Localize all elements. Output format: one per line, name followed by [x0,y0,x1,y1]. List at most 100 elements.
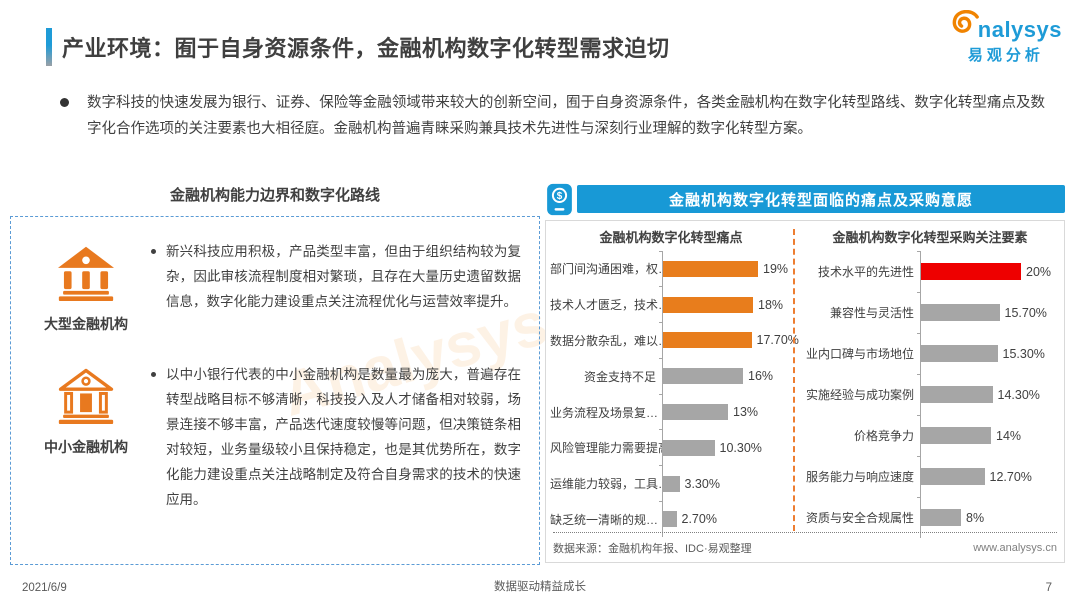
bar-category-label: 服务能力与响应速度 [805,470,914,484]
footer-slogan: 数据驱动精益成长 [494,581,586,593]
bar [663,332,752,349]
bar-row: 部门间沟通困难，权… 19% [550,250,792,287]
intro-text: 数字科技的快速发展为银行、证券、保险等金融领域带来较大的创新空间，囿于自身资源条… [87,95,1045,137]
footer-date: 2021/6/9 [22,582,67,594]
bar-value-label: 15.70% [1004,305,1047,320]
bar-row: 风险管理能力需要提高 10.30% [550,429,792,466]
bar-value-label: 3.30% [684,476,720,491]
capability-panel: 大型金融机构 新兴科技应用积极，产品类型丰富，但由于组织结构较为复杂，因此审核流… [10,216,540,565]
bar-category-label: 资质与安全合规属性 [805,511,914,525]
page-header: 产业环境：囿于自身资源条件，金融机构数字化转型需求迫切 [46,28,670,66]
bar [663,260,758,277]
bar-value-label: 14% [996,428,1022,443]
right-section-title-bar: 金融机构数字化转型面临的痛点及采购意愿 [577,185,1065,213]
bar-category-label: 实施经验与成功案例 [805,388,914,402]
bar-category-label: 风险管理能力需要提高 [550,441,662,456]
page-title: 产业环境：囿于自身资源条件，金融机构数字化转型需求迫切 [62,36,670,61]
bar-value-label: 20% [1026,264,1052,279]
right-section-title: 金融机构数字化转型面临的痛点及采购意愿 [668,191,973,209]
bar [921,263,1021,280]
chart-divider [793,229,795,531]
bar-plot-area: 20% [917,250,1062,292]
bar [663,404,728,421]
bar-value-label: 15.30% [1002,346,1045,361]
bar-value-label: 16% [748,369,774,384]
bullet-dot-icon [60,98,69,107]
bar-plot-area: 18% [659,286,792,323]
bar-value-label: 17.70% [756,333,799,348]
bar-plot-area: 13% [659,393,792,430]
purchase-factors-chart-title: 金融机构数字化转型采购关注要素 [832,230,1028,245]
bar [921,345,998,362]
bar [921,468,985,485]
logo-swirl-icon [950,9,980,41]
analysys-logo: nalysys 易观分析 [950,9,1062,65]
pain-points-chart: 金融机构数字化转型痛点 部门间沟通困难，权… 19% 技术人才匮乏，技术… 18% 数据… [550,227,799,538]
bar-row: 数据分散杂乱，难以… 17.70% [550,322,799,359]
bar [921,386,993,403]
bar-row: 业务流程及场景复… 13% [550,393,792,430]
bar-row: 业内口碑与市场地位 15.30% [798,332,1062,374]
bar-row: 运维能力较弱，工具… 3.30% [550,465,792,502]
bar-category-label: 运维能力较弱，工具… [550,477,662,492]
bar [921,509,961,526]
bar-value-label: 12.70% [989,469,1032,484]
pain-points-chart-title: 金融机构数字化转型痛点 [599,230,743,245]
bar-row: 实施经验与成功案例 14.30% [798,373,1062,415]
large-institution-label: 大型金融机构 [44,316,128,332]
pain-points-chart-rows: 部门间沟通困难，权… 19% 技术人才匮乏，技术… 18% 数据分散杂乱，难以… 17.7… [550,250,799,538]
bar-value-label: 19% [763,261,789,276]
right-section-header: $ 金融机构数字化转型面临的痛点及采购意愿 [546,183,1065,216]
small-institution-row: 中小金融机构 以中小银行代表的中小金融机构是数量最为庞大，普遍存在转型战略目标不… [11,340,539,512]
bar-plot-area: 8% [917,496,1062,538]
data-source-note: 数据来源：金融机构年报、IDC·易观整理 [553,543,752,555]
title-accent-bar [46,28,52,66]
bar-category-label: 价格竞争力 [853,429,914,443]
bar-plot-area: 17.70% [659,322,799,359]
purchase-factors-chart: 金融机构数字化转型采购关注要素 技术水平的先进性 20% 兼容性与灵活性 15.70%… [798,227,1062,538]
bar [921,304,1000,321]
charts-panel: 金融机构数字化转型痛点 部门间沟通困难，权… 19% 技术人才匮乏，技术… 18% 数据… [545,220,1065,563]
bar [663,439,715,456]
bar-row: 技术水平的先进性 20% [798,250,1062,292]
bar-row: 服务能力与响应速度 12.70% [798,455,1062,497]
bar-row: 技术人才匮乏，技术… 18% [550,286,792,323]
bank-solid-icon [55,246,117,305]
left-section-title: 金融机构能力边界和数字化路线 [169,187,380,204]
bar-category-label: 技术人才匮乏，技术… [550,298,662,313]
bar-row: 资金支持不足 16% [550,357,792,395]
small-institution-text: 以中小银行代表的中小金融机构是数量最为庞大，普遍存在转型战略目标不够清晰，科技投… [166,367,521,507]
bar-category-label: 数据分散杂乱，难以… [550,333,662,348]
bar-plot-area: 12.70% [917,455,1062,497]
mobile-payment-icon: $ [546,183,573,216]
bar-value-label: 8% [966,510,985,525]
bar [663,511,677,528]
bar-row: 资质与安全合规属性 8% [798,496,1062,538]
list-bullet-icon [151,249,156,254]
chart-panel-footer: 数据来源：金融机构年报、IDC·易观整理 www.analysys.cn [553,532,1057,556]
bar-plot-area: 10.30% [659,429,792,466]
intro-paragraph: 数字科技的快速发展为银行、证券、保险等金融领域带来较大的创新空间，囿于自身资源条… [60,90,1045,142]
list-bullet-icon [151,372,156,377]
bar-row: 缺乏统一清晰的规… 2.70% [550,501,792,538]
large-institution-row: 大型金融机构 新兴科技应用积极，产品类型丰富，但由于组织结构较为复杂，因此审核流… [11,217,539,334]
large-institution-text: 新兴科技应用积极，产品类型丰富，但由于组织结构较为复杂，因此审核流程制度相对繁琐… [166,244,521,309]
bar [663,475,680,492]
bar-plot-area: 3.30% [659,465,792,502]
website-url: www.analysys.cn [973,542,1057,554]
bar-category-label: 部门间沟通困难，权… [550,262,662,277]
bar-plot-area: 2.70% [659,501,792,538]
bar [663,296,753,313]
bar-value-label: 14.30% [997,387,1040,402]
bar-value-label: 13% [733,405,759,420]
bar-plot-area: 16% [659,357,792,395]
bar-value-label: 10.30% [719,440,762,455]
logo-brand-cn: 易观分析 [967,47,1044,64]
bar-category-label: 业务流程及场景复… [550,405,659,420]
bar-plot-area: 14% [917,414,1062,456]
logo-brand-text: nalysys [977,17,1062,42]
bar-category-label: 缺乏统一清晰的规… [550,512,659,527]
footer-page-number: 7 [1045,582,1052,594]
bar-plot-area: 19% [659,250,792,287]
bar [921,427,991,444]
